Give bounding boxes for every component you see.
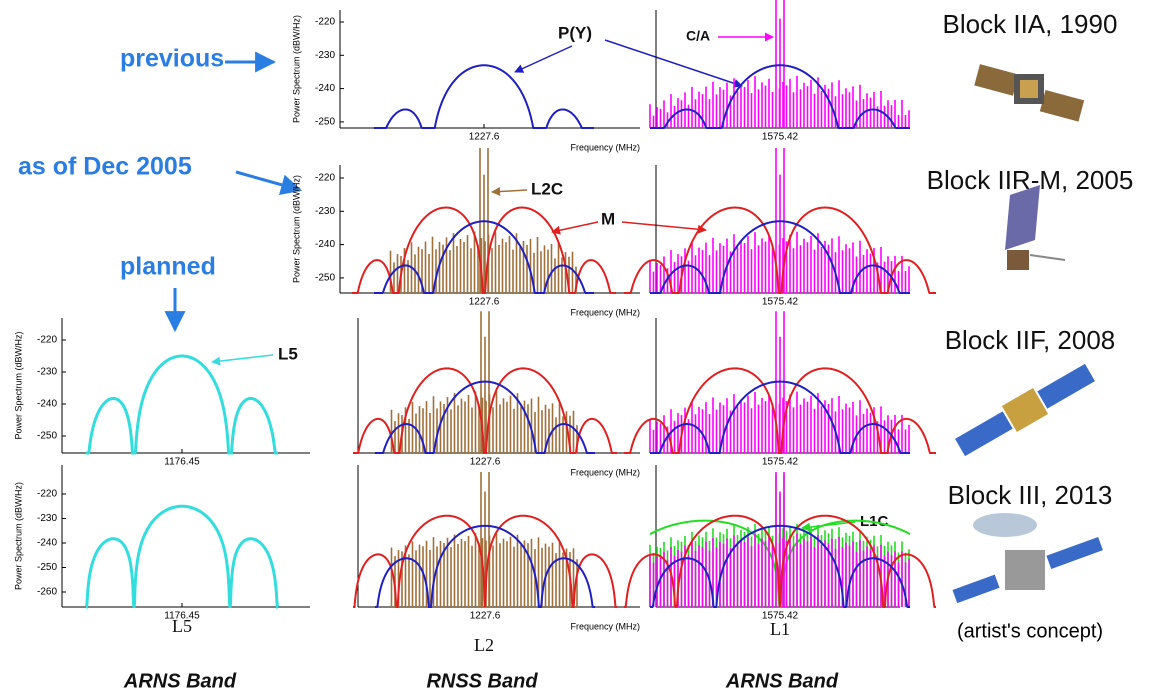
y-axis-label: Power Spectrum (dBW/Hz) — [13, 482, 23, 590]
signal-label: L2 — [474, 635, 494, 655]
arrow — [621, 221, 707, 234]
y-tick-label: -250 — [37, 431, 57, 442]
arrow — [211, 354, 274, 366]
y-tick-label: -250 — [37, 562, 57, 573]
block-title: Block IIA, 1990 — [943, 9, 1118, 39]
y-tick-label: -230 — [37, 367, 57, 378]
y-tick-label: -240 — [37, 399, 57, 410]
signal-label: L1 — [770, 619, 790, 639]
arrow — [491, 187, 528, 197]
spectrum-lines — [390, 311, 578, 453]
band-label: ARNS Band — [123, 670, 237, 692]
spectrum — [353, 367, 617, 454]
satellite — [955, 363, 1095, 457]
y-tick-label: -220 — [37, 489, 57, 500]
annotation: M — [601, 209, 615, 228]
x-axis-label: Frequency (MHz) — [570, 467, 640, 477]
row-label: previous — [120, 45, 224, 73]
satellite — [1005, 185, 1066, 270]
spectrum — [624, 367, 936, 454]
y-tick-label: -220 — [315, 17, 335, 28]
x-axis-label: Frequency (MHz) — [570, 621, 640, 631]
arrow — [235, 170, 303, 195]
y-tick-label: -240 — [37, 538, 57, 549]
spectrum — [374, 64, 594, 129]
y-axis-label: Power Spectrum (dBW/Hz) — [291, 15, 301, 123]
arrow — [604, 39, 743, 88]
spectrum — [650, 64, 910, 129]
y-axis-label: Power Spectrum (dBW/Hz) — [13, 331, 23, 439]
y-tick-label: -220 — [37, 335, 57, 346]
x-tick-label: 1575.42 — [762, 611, 799, 622]
satellite — [974, 64, 1085, 122]
x-axis-label: Frequency (MHz) — [570, 307, 640, 317]
spectrum — [650, 524, 910, 608]
block-title: Block IIF, 2008 — [945, 325, 1116, 355]
x-tick-label: 1176.45 — [164, 611, 200, 622]
annotation: L2C — [531, 179, 563, 198]
y-tick-label: -260 — [37, 587, 57, 598]
row-label: as of Dec 2005 — [18, 153, 192, 181]
block-title: Block III, 2013 — [948, 480, 1113, 510]
x-tick-label: 1227.6 — [470, 457, 501, 468]
spectrum — [86, 354, 278, 455]
caption: (artist's concept) — [957, 620, 1103, 642]
spectrum — [375, 524, 595, 608]
x-tick-label: 1227.6 — [470, 611, 501, 622]
x-axis-label: Frequency (MHz) — [570, 142, 640, 152]
y-tick-label: -240 — [315, 83, 335, 94]
y-tick-label: -230 — [315, 50, 335, 61]
x-tick-label: 1575.42 — [762, 132, 799, 143]
spectrum — [353, 514, 617, 608]
x-tick-label: 1227.6 — [469, 132, 500, 143]
y-tick-label: -230 — [315, 206, 335, 217]
x-tick-label: 1575.42 — [762, 457, 799, 468]
y-tick-label: -230 — [37, 513, 57, 524]
band-label: RNSS Band — [426, 670, 538, 692]
row-label: planned — [120, 253, 216, 281]
x-tick-label: 1575.42 — [762, 297, 799, 308]
signal-label: L5 — [172, 616, 192, 636]
band-label: ARNS Band — [725, 670, 839, 692]
spectrum — [352, 206, 616, 294]
spectrum — [374, 220, 594, 294]
y-tick-label: -240 — [315, 239, 335, 250]
annotation: C/A — [686, 28, 710, 44]
x-tick-label: 1227.6 — [469, 297, 500, 308]
spectrum — [85, 504, 279, 609]
arrow — [514, 45, 573, 73]
y-axis-label: Power Spectrum (dBW/Hz) — [291, 175, 301, 283]
y-tick-label: -220 — [315, 173, 335, 184]
spectrum — [375, 380, 595, 454]
spectrum — [650, 220, 910, 294]
spectrum — [624, 514, 936, 608]
annotation: L5 — [278, 344, 298, 363]
arrow — [551, 221, 599, 235]
spectrum — [624, 206, 936, 294]
spectrum — [650, 380, 910, 454]
y-tick-label: -250 — [315, 117, 335, 128]
x-tick-label: 1176.45 — [164, 457, 200, 468]
satellite — [952, 513, 1103, 604]
annotation: P(Y) — [558, 23, 592, 42]
y-tick-label: -250 — [315, 273, 335, 284]
